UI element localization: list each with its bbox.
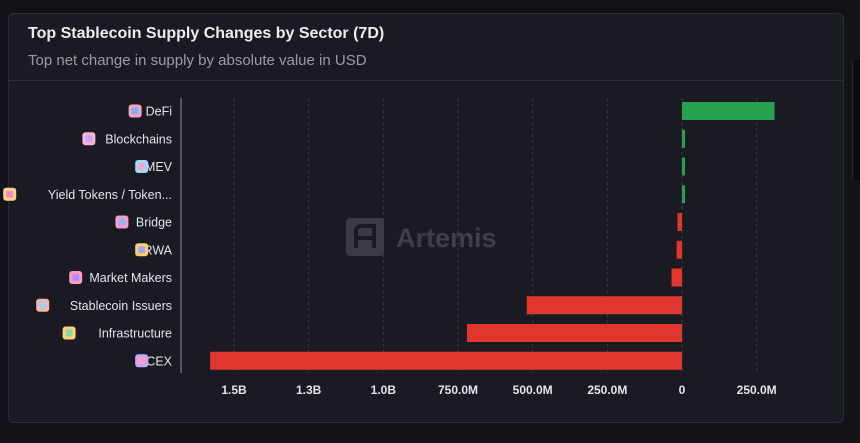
- bar-stablecoin-issuers: [526, 296, 682, 315]
- bridge-icon-inner: [118, 218, 126, 226]
- chart-subtitle: Top net change in supply by absolute val…: [28, 52, 367, 69]
- yield-tokens-icon-inner: [6, 190, 14, 198]
- bar-blockchains: [682, 129, 685, 148]
- bar-defi: [682, 102, 775, 120]
- category-label: Yield Tokens / Token...: [48, 188, 172, 202]
- watermark-text: Artemis: [396, 223, 497, 253]
- category-label: RWA: [144, 243, 173, 257]
- bar-rwa: [676, 240, 682, 259]
- blockchains-icon-inner: [85, 135, 93, 143]
- category-label: Blockchains: [105, 132, 172, 146]
- mev-icon-inner: [138, 163, 146, 170]
- x-tick-label: 500.0M: [513, 383, 553, 397]
- side-panel-edge: [852, 60, 860, 180]
- x-tick-label: 1.0B: [371, 383, 397, 397]
- x-tick-label: 0: [679, 383, 686, 397]
- category-label: Market Makers: [89, 271, 172, 285]
- watermark-logo-mark: [354, 224, 376, 248]
- category-label: DeFi: [146, 105, 172, 119]
- x-tick-label: 1.3B: [296, 383, 322, 397]
- market-makers-icon-inner: [72, 274, 80, 281]
- infrastructure-icon-inner: [65, 329, 73, 337]
- category-label: CEX: [146, 354, 172, 368]
- cex-icon-inner: [138, 357, 146, 365]
- bar-infrastructure: [466, 324, 682, 342]
- bar-mev: [682, 157, 685, 176]
- x-tick-label: 750.0M: [438, 383, 478, 397]
- x-tick-label: 250.0M: [737, 383, 777, 397]
- bar-yield-tokens-token-: [682, 185, 685, 204]
- defi-icon-inner: [131, 107, 139, 115]
- x-tick-label: 250.0M: [587, 383, 627, 397]
- bar-cex: [210, 351, 682, 370]
- category-label: MEV: [145, 160, 173, 174]
- stablecoin-issuers-icon-inner: [39, 301, 47, 309]
- chart-title: Top Stablecoin Supply Changes by Sector …: [28, 25, 385, 42]
- category-label: Infrastructure: [98, 327, 172, 341]
- bar-market-makers: [671, 268, 682, 287]
- category-label: Bridge: [136, 216, 172, 230]
- category-label: Stablecoin Issuers: [70, 299, 172, 313]
- bar-bridge: [677, 213, 682, 231]
- x-tick-label: 1.5B: [221, 383, 247, 397]
- chart-header: Top Stablecoin Supply Changes by Sector …: [9, 14, 843, 81]
- rwa-icon-inner: [138, 246, 146, 254]
